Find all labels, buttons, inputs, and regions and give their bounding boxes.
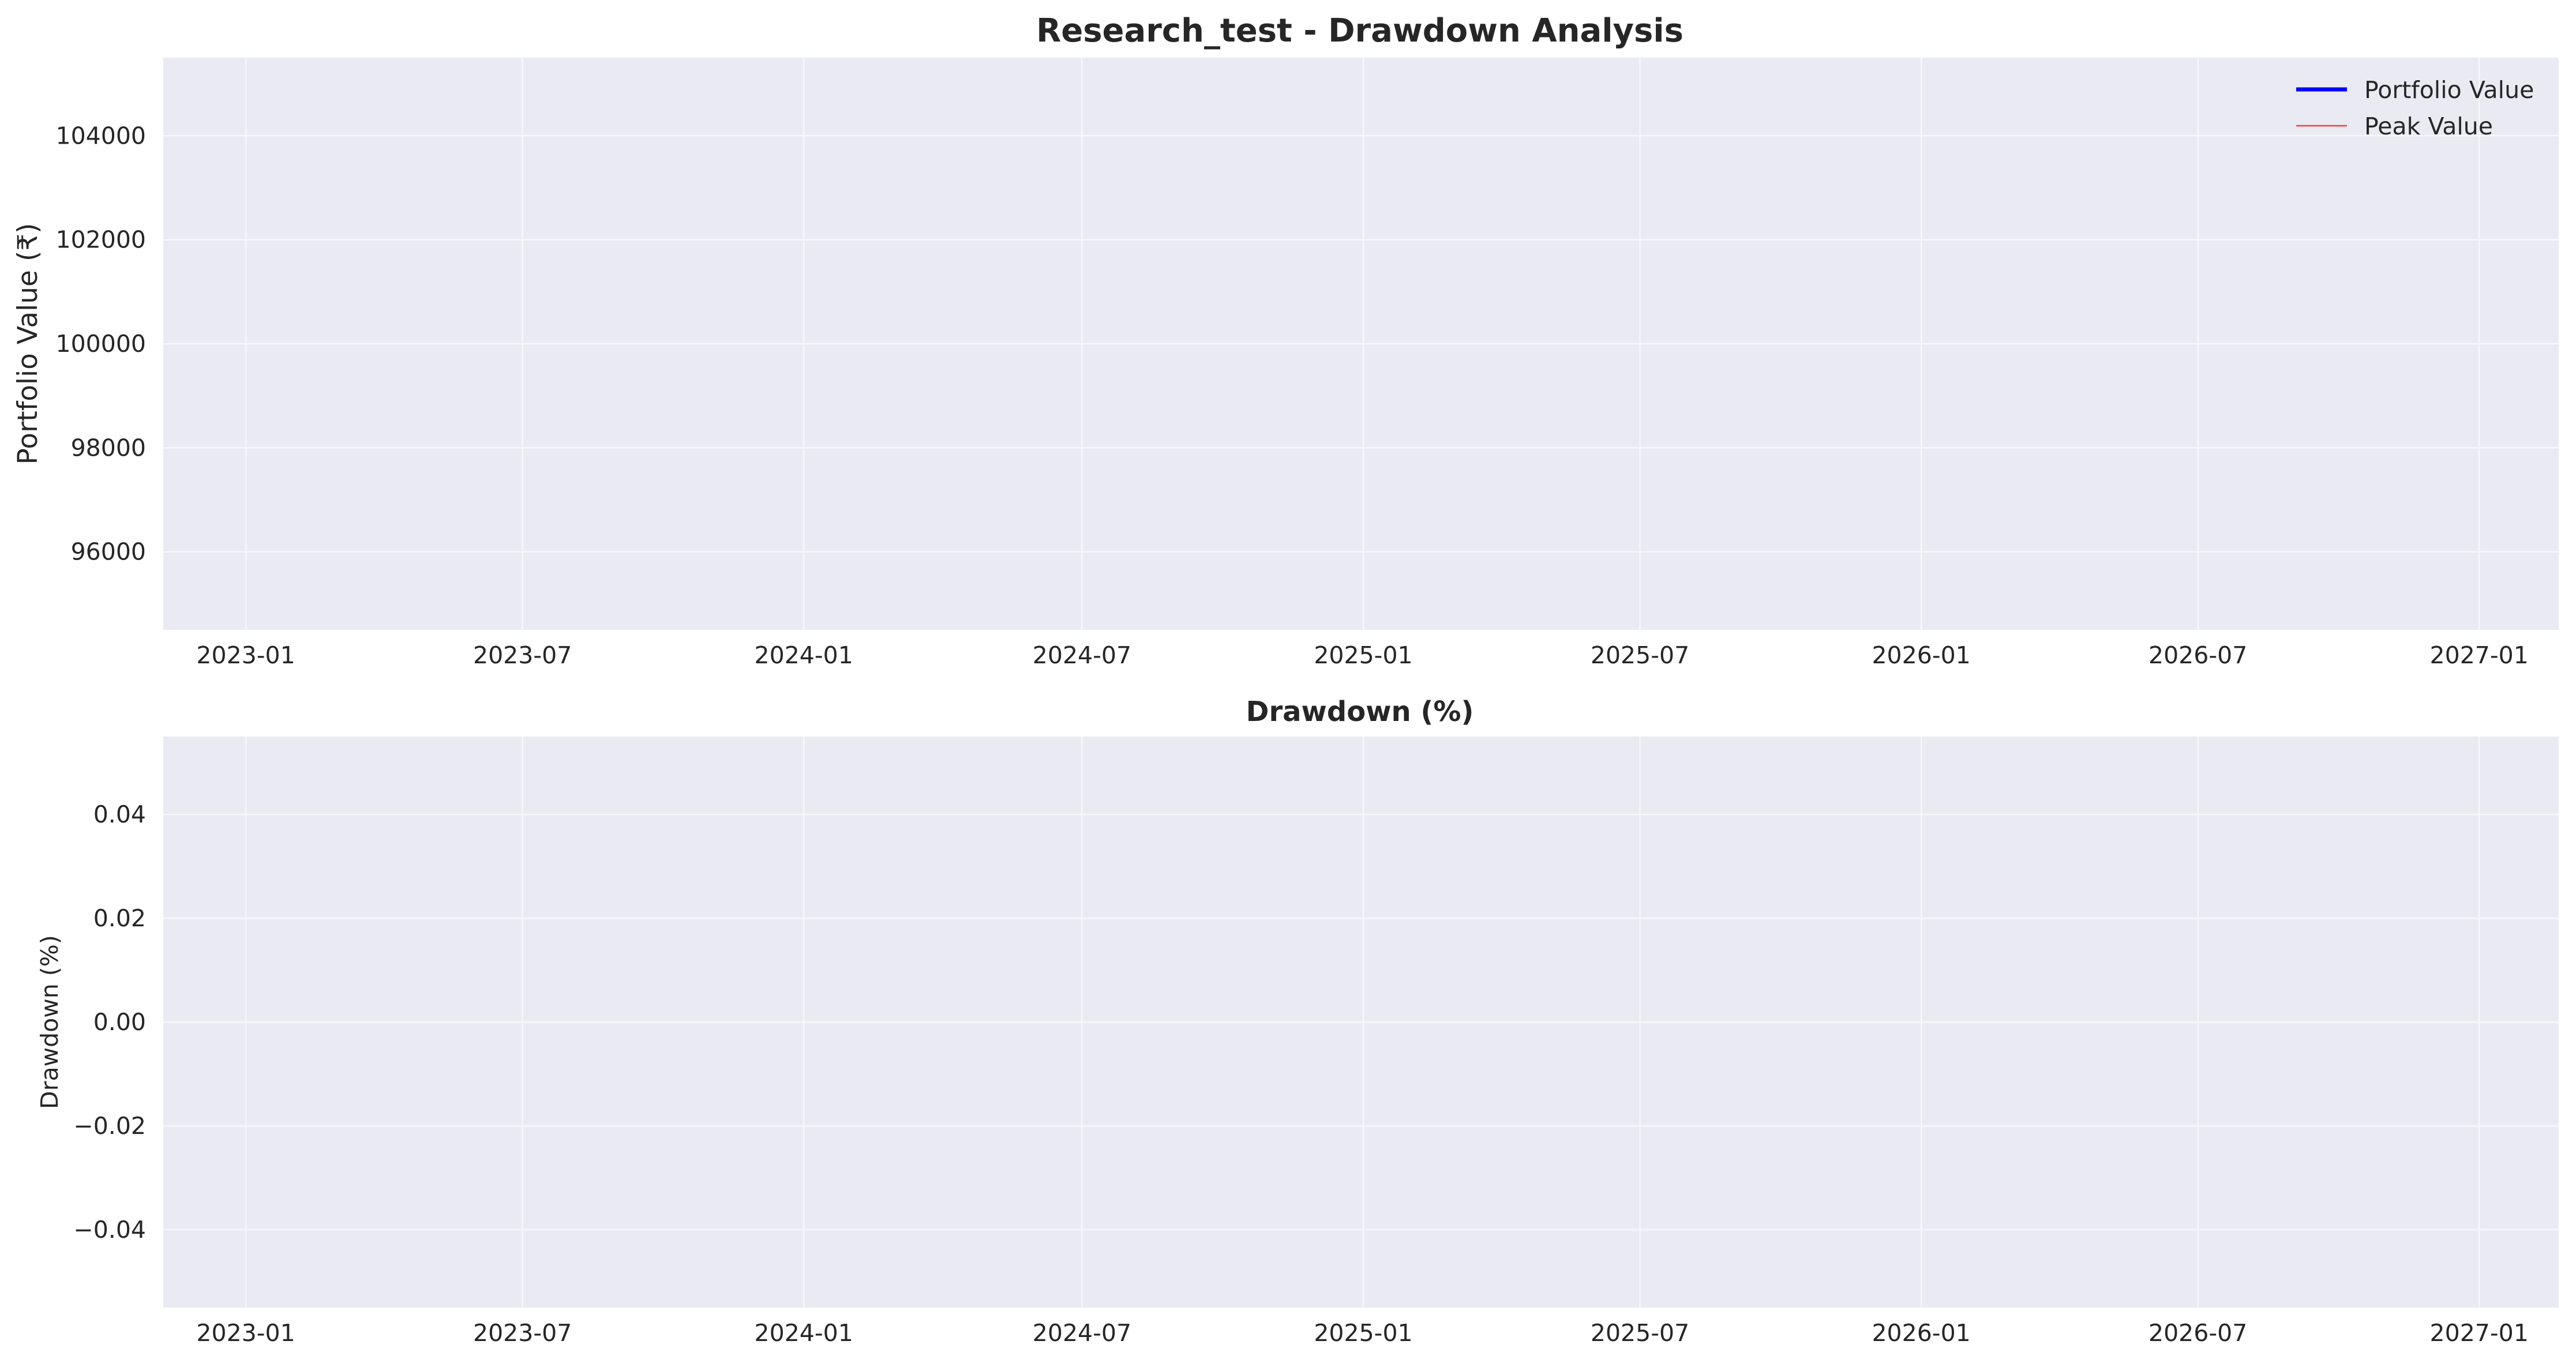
portfolio-y-axis-label: Portfolio Value (₹) — [12, 223, 44, 465]
drawdown-x-tick-label: 2026-01 — [1872, 1319, 1970, 1347]
portfolio-y-tick-labels: 96000 98000 100000 102000 104000 — [55, 122, 146, 565]
portfolio-value-panel: 2023-01 2023-07 2024-01 2024-07 2025-01 2025-… — [12, 58, 2559, 669]
drawdown-x-tick-label: 2027-01 — [2430, 1319, 2529, 1347]
legend-label-peak-value: Peak Value — [2364, 112, 2493, 140]
drawdown-y-tick-label: −0.02 — [73, 1112, 146, 1140]
legend-label-portfolio-value: Portfolio Value — [2364, 76, 2534, 104]
portfolio-x-tick-label: 2024-01 — [755, 641, 853, 669]
figure-title: Research_test - Drawdown Analysis — [1036, 12, 1683, 50]
portfolio-x-tick-label: 2025-07 — [1591, 641, 1689, 669]
drawdown-x-tick-label: 2025-01 — [1314, 1319, 1412, 1347]
drawdown-x-tick-labels: 2023-01 2023-07 2024-01 2024-07 2025-01 2025-… — [196, 1319, 2528, 1347]
drawdown-panel: Drawdown (%) 2023-01 2023-07 2024-01 2024-0… — [36, 696, 2559, 1347]
portfolio-y-tick-label: 98000 — [71, 434, 146, 461]
portfolio-y-tick-label: 104000 — [55, 122, 146, 149]
portfolio-x-tick-label: 2026-07 — [2148, 641, 2247, 669]
portfolio-y-tick-label: 100000 — [55, 330, 146, 358]
portfolio-x-tick-label: 2025-01 — [1314, 641, 1412, 669]
portfolio-y-tick-label: 96000 — [71, 538, 146, 566]
drawdown-y-gridlines — [163, 813, 2559, 1231]
portfolio-x-tick-label: 2027-01 — [2430, 641, 2529, 669]
drawdown-y-tick-labels: −0.04 −0.02 0.00 0.02 0.04 — [73, 801, 146, 1244]
drawdown-y-axis-label: Drawdown (%) — [36, 935, 63, 1109]
drawdown-x-tick-label: 2025-07 — [1591, 1319, 1689, 1347]
drawdown-x-tick-label: 2026-07 — [2148, 1319, 2247, 1347]
drawdown-y-tick-label: 0.04 — [93, 801, 146, 828]
portfolio-x-tick-label: 2023-07 — [473, 641, 572, 669]
drawdown-y-tick-label: −0.04 — [73, 1216, 146, 1244]
drawdown-panel-title: Drawdown (%) — [1246, 696, 1474, 728]
drawdown-x-tick-label: 2024-01 — [755, 1319, 853, 1347]
portfolio-y-gridlines — [163, 135, 2559, 553]
drawdown-x-tick-label: 2023-07 — [473, 1319, 572, 1347]
portfolio-x-tick-label: 2024-07 — [1033, 641, 1131, 669]
drawdown-y-tick-label: 0.00 — [93, 1008, 146, 1036]
portfolio-x-tick-label: 2023-01 — [196, 641, 295, 669]
portfolio-x-tick-label: 2026-01 — [1872, 641, 1970, 669]
drawdown-x-tick-label: 2024-07 — [1033, 1319, 1131, 1347]
drawdown-x-tick-label: 2023-01 — [196, 1319, 295, 1347]
legend: Portfolio Value Peak Value — [2296, 76, 2534, 140]
portfolio-y-tick-label: 102000 — [55, 226, 146, 254]
drawdown-y-tick-label: 0.02 — [93, 904, 146, 932]
portfolio-x-tick-labels: 2023-01 2023-07 2024-01 2024-07 2025-01 2025-… — [196, 641, 2528, 669]
